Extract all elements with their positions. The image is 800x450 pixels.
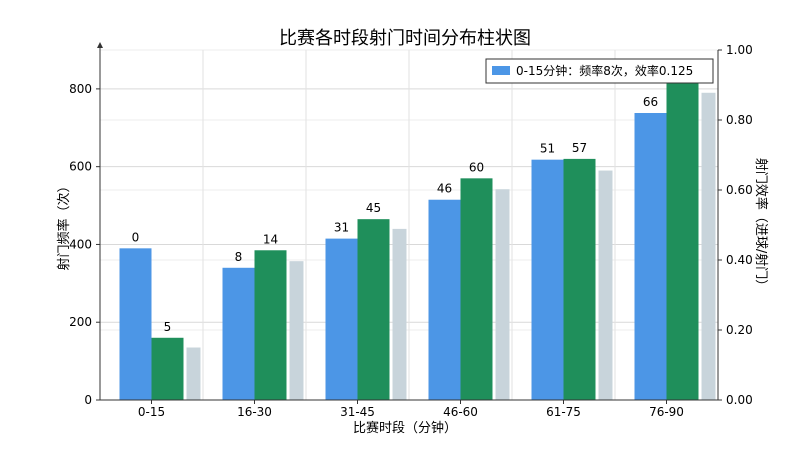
y2-tick-label: 0.40 xyxy=(726,253,753,267)
x-axis-label: 比赛时段（分钟） xyxy=(353,420,457,436)
legend-swatch xyxy=(492,66,510,75)
bar-series1 xyxy=(428,199,461,400)
bar-series3 xyxy=(186,347,201,400)
bar-series3 xyxy=(701,92,716,401)
y-tick-label: 800 xyxy=(69,82,92,96)
y-tick-label: 600 xyxy=(69,160,92,174)
data-label: 0 xyxy=(132,230,140,244)
y-tick-label: 0 xyxy=(84,393,92,407)
bar-series1 xyxy=(634,113,667,400)
bars xyxy=(119,81,716,401)
bar-series2 xyxy=(563,158,596,400)
data-label: 31 xyxy=(334,221,349,235)
data-label: 45 xyxy=(366,201,381,215)
bar-series2 xyxy=(254,250,287,400)
y2-tick-label: 0.60 xyxy=(726,183,753,197)
y2-tick-label: 0.00 xyxy=(726,393,753,407)
data-label: 46 xyxy=(437,182,452,196)
bar-series2 xyxy=(357,219,390,400)
legend-label: 0-15分钟：频率8次，效率0.125 xyxy=(516,63,693,78)
x-tick-label: 0-15 xyxy=(138,405,165,419)
legend-box xyxy=(485,58,714,84)
bar-series1 xyxy=(119,248,152,400)
chart-title: 比赛各时段射门时间分布柱状图 xyxy=(279,28,531,49)
bar-series3 xyxy=(495,189,510,400)
data-label: 14 xyxy=(263,232,278,246)
axes: 02004006008000.000.200.400.600.801.000-1… xyxy=(69,42,753,419)
bar-series3 xyxy=(392,228,407,400)
x-tick-label: 31-45 xyxy=(340,405,375,419)
legend: 0-15分钟：频率8次，效率0.125 xyxy=(485,58,714,84)
x-tick-label: 61-75 xyxy=(546,405,581,419)
data-label: 66 xyxy=(643,95,658,109)
y2-tick-label: 1.00 xyxy=(726,43,753,57)
data-label: 8 xyxy=(235,250,243,264)
y2-axis-label: 射门效率（进球/射门） xyxy=(753,158,769,292)
x-tick-label: 46-60 xyxy=(443,405,478,419)
data-label: 60 xyxy=(469,160,484,174)
bar-series1 xyxy=(222,267,255,400)
x-tick-label: 76-90 xyxy=(649,405,684,419)
y2-tick-label: 0.20 xyxy=(726,323,753,337)
y-tick-label: 400 xyxy=(69,237,92,251)
y-axis-label: 射门频率（次） xyxy=(56,179,72,270)
x-tick-label: 16-30 xyxy=(237,405,272,419)
y-tick-label: 200 xyxy=(69,315,92,329)
bar-series2 xyxy=(151,337,184,400)
bar-series2 xyxy=(460,178,493,400)
bar-series1 xyxy=(531,159,564,400)
data-label: 57 xyxy=(572,141,587,155)
bar-series3 xyxy=(289,261,304,400)
bar-series3 xyxy=(598,170,613,400)
bar-series2 xyxy=(666,81,699,400)
data-label: 5 xyxy=(164,320,172,334)
y-axis-arrow xyxy=(97,42,103,48)
y2-tick-label: 0.80 xyxy=(726,113,753,127)
data-label: 51 xyxy=(540,142,555,156)
bar-series1 xyxy=(325,238,358,400)
